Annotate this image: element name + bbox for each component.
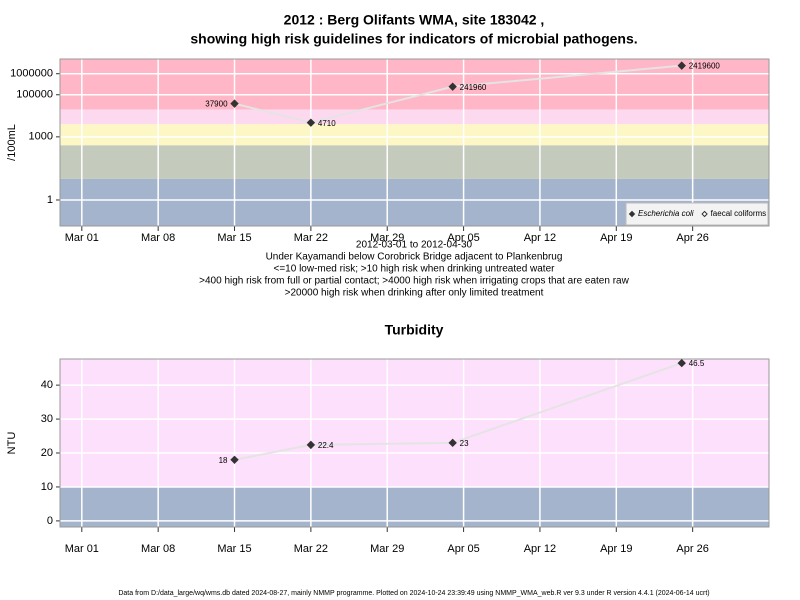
- data-label: 18: [219, 456, 228, 465]
- data-point: [677, 358, 686, 368]
- legend-label: faecal coliforms: [711, 209, 767, 218]
- data-point: [230, 99, 239, 108]
- y-axis-label: NTU: [6, 432, 18, 455]
- data-point: [448, 82, 457, 91]
- risk-band: [60, 59, 769, 110]
- footer: Data from D:/data_large/wq/wms.db dated …: [118, 590, 709, 597]
- data-point: [306, 118, 316, 127]
- chart-title: 2012 : Berg Olifants WMA, site 183042 ,: [284, 12, 545, 28]
- legend-box: [625, 202, 769, 226]
- data-point: [230, 455, 239, 465]
- data-point: [306, 440, 316, 450]
- y-tick-label: 20: [41, 447, 53, 459]
- plot-frame: [59, 58, 770, 227]
- x-tick-label: Apr 12: [524, 232, 556, 244]
- y-axis-label: /100mL: [6, 124, 18, 161]
- x-tick-label: Mar 08: [141, 543, 175, 555]
- x-tick-label: Apr 19: [600, 232, 632, 244]
- data-label: 23: [460, 439, 469, 448]
- data-point: [448, 438, 457, 448]
- x-tick-label: Mar 08: [141, 232, 175, 244]
- x-tick-label: Mar 29: [370, 232, 404, 244]
- x-tick-label: Apr 26: [676, 232, 708, 244]
- risk-band: [60, 359, 769, 487]
- x-tick-label: Apr 26: [676, 543, 708, 555]
- x-tick-label: Apr 05: [447, 232, 479, 244]
- x-tick-label: Mar 29: [370, 543, 404, 555]
- risk-band: [60, 109, 769, 125]
- data-label: 37900: [205, 100, 228, 109]
- data-label: 22.4: [318, 441, 334, 450]
- note: <=10 low-med risk; >10 high risk when dr…: [274, 264, 556, 275]
- x-tick-label: Mar 15: [217, 232, 251, 244]
- legend-marker: [701, 210, 708, 218]
- plot-frame: [59, 358, 770, 528]
- y-tick-label: 10: [41, 481, 53, 493]
- chart-title: Turbidity: [385, 322, 444, 338]
- x-tick-label: Apr 19: [600, 543, 632, 555]
- x-tick-label: Mar 01: [65, 543, 99, 555]
- note: 2012-03-01 to 2012-04-30: [356, 240, 473, 251]
- y-tick-label: 100000: [16, 89, 53, 101]
- data-label: 46.5: [689, 359, 705, 368]
- x-tick-label: Mar 22: [294, 232, 328, 244]
- note: >20000 high risk when drinking after onl…: [285, 288, 544, 299]
- risk-band: [60, 145, 769, 179]
- note: Under Kayamandi below Corobrick Bridge a…: [266, 252, 563, 263]
- x-tick-label: Mar 22: [294, 543, 328, 555]
- legend-marker: [628, 210, 636, 218]
- x-tick-label: Apr 12: [524, 543, 556, 555]
- y-tick-label: 0: [47, 515, 53, 527]
- note: >400 high risk from full or partial cont…: [199, 276, 629, 287]
- data-point: [677, 61, 686, 70]
- y-tick-label: 1000: [29, 131, 53, 143]
- x-tick-label: Mar 01: [65, 232, 99, 244]
- series-line: [234, 362, 683, 461]
- data-label: 4710: [318, 119, 336, 128]
- legend-label: Escherichia coli: [638, 209, 694, 218]
- risk-band: [60, 124, 769, 146]
- y-tick-label: 40: [41, 379, 53, 391]
- x-tick-label: Apr 05: [447, 543, 479, 555]
- x-tick-label: Mar 15: [217, 543, 251, 555]
- y-tick-label: 1000000: [10, 68, 53, 80]
- series-line: [234, 64, 682, 124]
- y-tick-label: 30: [41, 413, 53, 425]
- y-tick-label: 1: [47, 194, 53, 206]
- data-label: 2419600: [689, 62, 721, 71]
- chart-subtitle: showing high risk guidelines for indicat…: [190, 31, 637, 47]
- data-label: 241960: [460, 83, 487, 92]
